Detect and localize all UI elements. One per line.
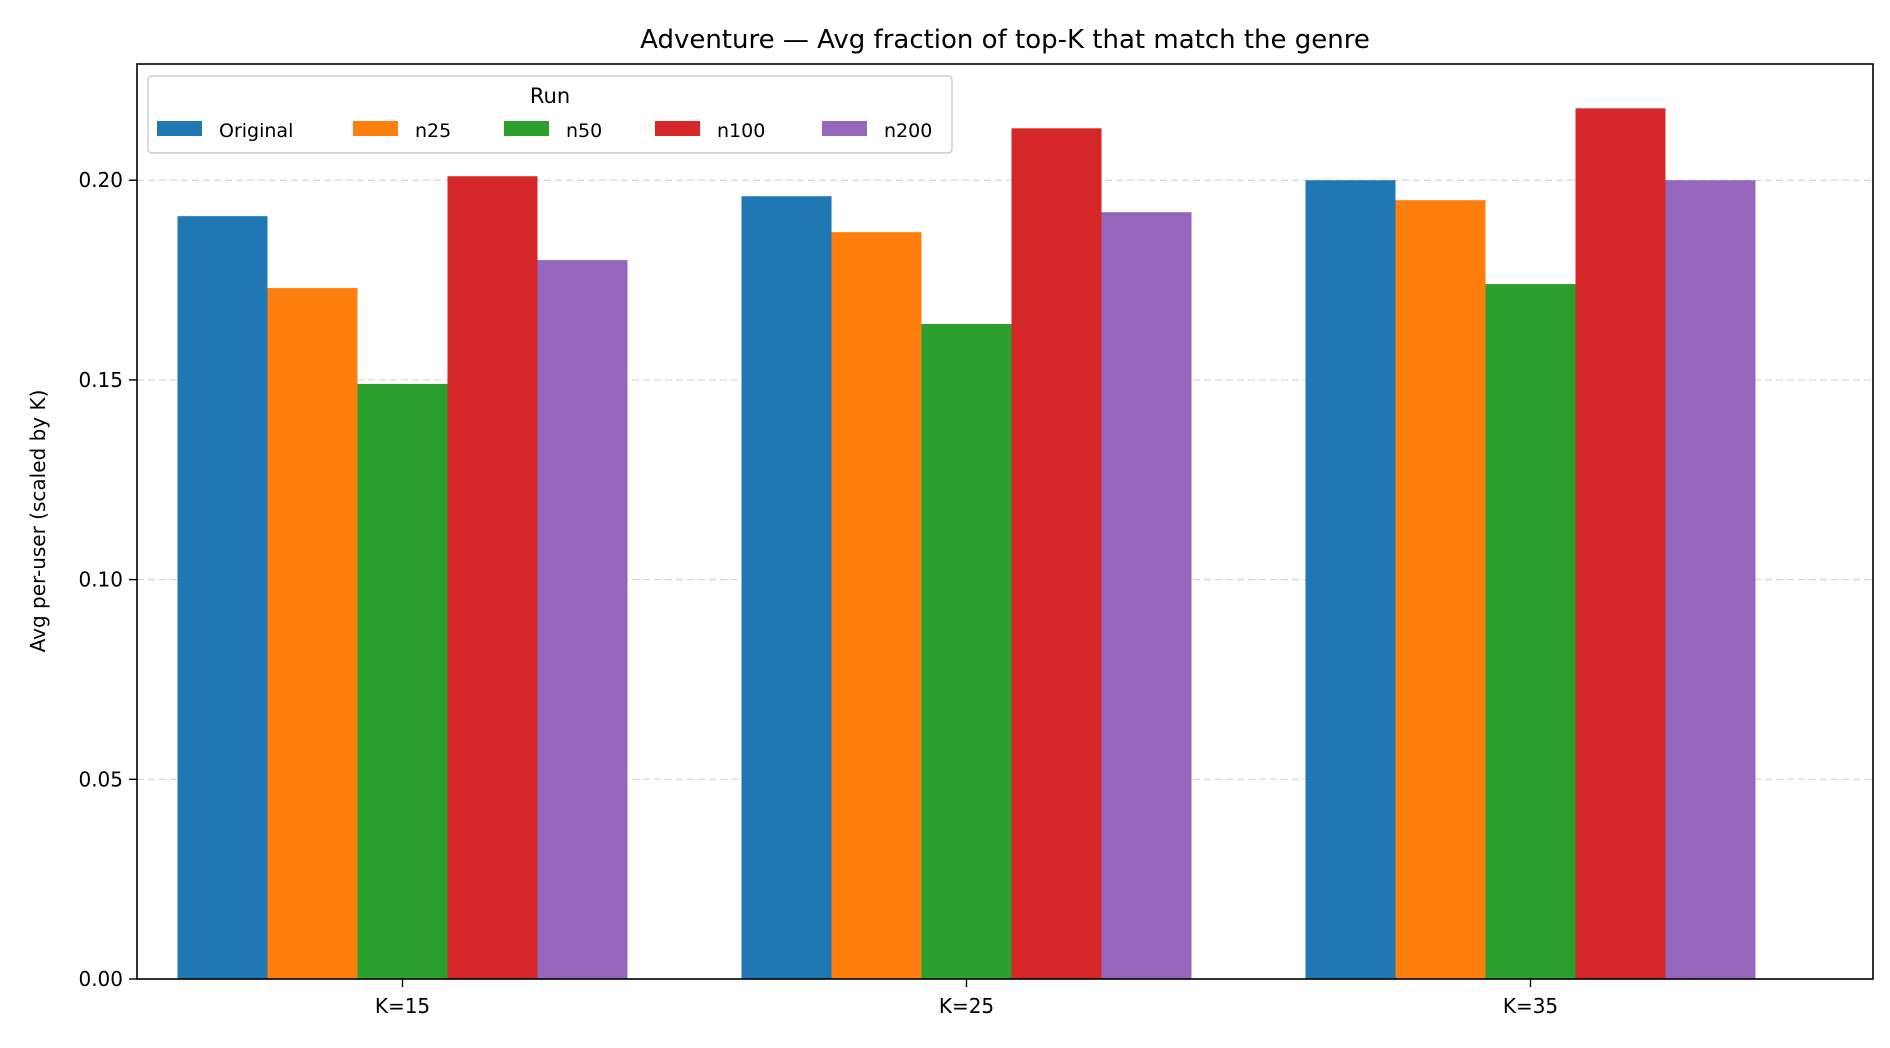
bar-n50-k25 [921, 324, 1012, 979]
bar-n50-k35 [1485, 284, 1576, 979]
legend-swatch-n100 [655, 121, 700, 136]
bar-n200-k15 [537, 260, 628, 979]
bar-n100-k15 [447, 176, 538, 980]
legend-swatch-n200 [822, 121, 867, 136]
bar-n50-k15 [357, 383, 448, 979]
bar-n200-k25 [1101, 212, 1192, 980]
legend-label-n100: n100 [717, 120, 765, 142]
bar-original-k25 [741, 196, 832, 979]
bar-n200-k35 [1665, 180, 1756, 979]
legend-box [147, 75, 953, 154]
x-tick-label: K=25 [939, 994, 994, 1018]
y-tick-label: 0.10 [78, 568, 123, 592]
y-tick-label: 0.15 [78, 368, 123, 392]
legend-label-n200: n200 [884, 120, 932, 142]
x-tick-label: K=35 [1503, 994, 1558, 1018]
legend-swatch-n25 [353, 121, 398, 136]
y-axis-label: Avg per-user (scaled by K) [26, 390, 50, 653]
bar-n25-k35 [1395, 200, 1486, 979]
chart-title: Adventure — Avg fraction of top-K that m… [640, 25, 1370, 55]
bar-n25-k15 [267, 288, 358, 979]
bar-original-k35 [1305, 180, 1396, 979]
plot-frame [136, 63, 1874, 980]
bar-n100-k35 [1575, 108, 1666, 980]
legend-label-n50: n50 [566, 120, 602, 142]
y-tick-label: 0.20 [78, 168, 123, 192]
legend-swatch-n50 [504, 121, 549, 136]
x-axis: K=15 K=25 K=35 [375, 979, 1558, 1018]
y-axis: 0.00 0.05 0.10 0.15 0.20 [78, 168, 137, 991]
legend-swatch-original [157, 121, 202, 136]
bar-n100-k25 [1011, 128, 1102, 979]
bar-original-k15 [177, 216, 268, 979]
y-tick-label: 0.00 [78, 967, 123, 991]
x-tick-label: K=15 [375, 994, 430, 1018]
y-tick-label: 0.05 [78, 767, 123, 791]
legend: Run Original n25 n50 n100 n200 [147, 75, 953, 154]
legend-label-original: Original [219, 120, 293, 142]
legend-title: Run [530, 84, 570, 108]
bars [177, 108, 1756, 980]
bar-n25-k25 [831, 232, 922, 980]
legend-label-n25: n25 [415, 120, 451, 142]
